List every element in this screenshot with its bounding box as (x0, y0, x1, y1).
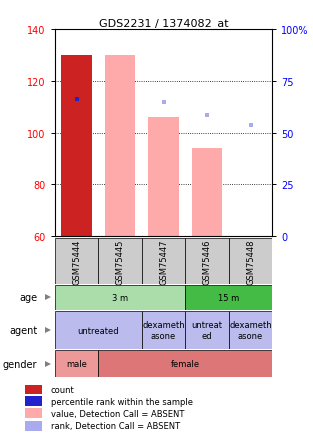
Text: male: male (66, 360, 87, 368)
Bar (192, 149, 222, 237)
Title: GDS2231 / 1374082_at: GDS2231 / 1374082_at (99, 18, 228, 29)
Bar (55, 351, 98, 378)
Bar (25, 385, 42, 395)
Text: dexameth
asone: dexameth asone (229, 321, 272, 340)
Bar (185, 239, 229, 284)
Text: 3 m: 3 m (112, 293, 128, 302)
Bar (25, 397, 42, 406)
Text: gender: gender (3, 359, 37, 369)
Bar (185, 311, 229, 349)
Text: female: female (171, 360, 200, 368)
Text: GSM75448: GSM75448 (246, 239, 255, 284)
Text: GSM75445: GSM75445 (115, 239, 125, 284)
Bar (185, 285, 272, 310)
Text: rank, Detection Call = ABSENT: rank, Detection Call = ABSENT (51, 421, 180, 431)
Bar (25, 421, 42, 431)
Bar (25, 408, 42, 418)
Bar (105, 56, 135, 237)
Text: 15 m: 15 m (218, 293, 239, 302)
Bar (55, 311, 142, 349)
Bar (98, 239, 142, 284)
Bar (142, 239, 185, 284)
Text: age: age (19, 293, 37, 302)
Bar (55, 285, 185, 310)
Text: value, Detection Call = ABSENT: value, Detection Call = ABSENT (51, 409, 184, 418)
Text: untreated: untreated (78, 326, 119, 335)
Bar (98, 351, 272, 378)
Text: GSM75446: GSM75446 (203, 239, 212, 284)
Text: GSM75444: GSM75444 (72, 239, 81, 284)
Text: percentile rank within the sample: percentile rank within the sample (51, 397, 193, 406)
Text: count: count (51, 385, 74, 394)
Bar (148, 118, 179, 237)
Text: untreat
ed: untreat ed (192, 321, 223, 340)
Text: dexameth
asone: dexameth asone (142, 321, 185, 340)
Bar (55, 239, 98, 284)
Bar (229, 311, 272, 349)
Bar (229, 239, 272, 284)
Bar (61, 56, 92, 237)
Text: agent: agent (9, 326, 37, 335)
Bar (142, 311, 185, 349)
Text: GSM75447: GSM75447 (159, 239, 168, 284)
